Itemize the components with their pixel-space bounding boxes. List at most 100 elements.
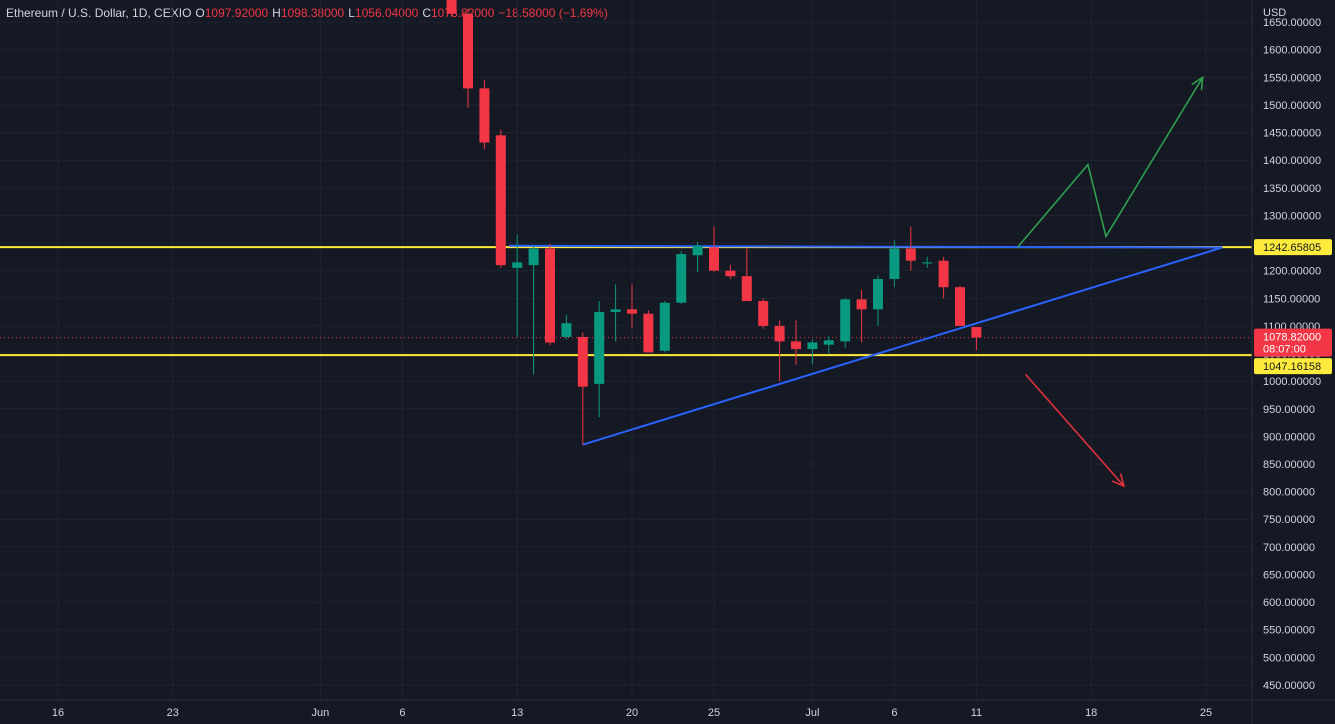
candle-body: [643, 313, 654, 353]
y-tick-label: 450.00000: [1263, 680, 1315, 692]
candle-body: [938, 260, 949, 288]
ohlc-high: H1098.38000: [272, 6, 345, 20]
candle-body: [479, 88, 490, 143]
y-tick-label: 1200.00000: [1263, 266, 1321, 278]
bullish-projection-arrow: [1016, 76, 1204, 248]
candle-body: [905, 248, 916, 261]
candle: [889, 240, 900, 288]
candle-body: [495, 135, 506, 266]
candle-body: [561, 323, 572, 337]
price-axis[interactable]: 450.00000 500.00000 550.00000 600.00000 650.…: [1251, 0, 1321, 724]
candle: [676, 251, 687, 304]
ascending-trendline: [582, 246, 1223, 446]
support-price-tag-text: 1047.16158: [1263, 361, 1321, 373]
candle: [577, 332, 588, 445]
candle: [495, 129, 506, 268]
candle: [528, 245, 539, 375]
candle: [938, 256, 949, 299]
candle: [725, 265, 736, 279]
candle: [610, 284, 621, 342]
x-tick-label: Jul: [805, 707, 819, 719]
candle-body: [725, 270, 736, 277]
current-price-tag-text: 08:07:00: [1263, 344, 1306, 356]
y-tick-label: 500.00000: [1263, 652, 1315, 664]
candle: [545, 244, 555, 346]
candle-body: [955, 287, 965, 326]
candle-body: [971, 327, 982, 338]
resistance-price-tag-bg: [1254, 239, 1332, 256]
current-price-tag-text: 1078.82000: [1263, 332, 1321, 344]
time-axis[interactable]: 16 23 Jun 6 13 20 25 Jul 6 11 18 25: [0, 699, 1335, 719]
candle: [774, 320, 785, 382]
candle: [807, 339, 818, 365]
candle-body: [692, 245, 703, 256]
candle: [512, 234, 523, 337]
candle: [627, 284, 637, 329]
currency-label: USD: [1263, 7, 1286, 19]
current-price-tag-bg: [1254, 328, 1332, 357]
candle: [709, 226, 719, 272]
symbol-title[interactable]: Ethereum / U.S. Dollar, 1D, CEXIO: [6, 6, 192, 20]
candle: [446, 0, 457, 17]
candle: [905, 226, 916, 271]
y-tick-label: 1650.00000: [1263, 17, 1321, 29]
candle: [659, 301, 670, 353]
candle-body: [791, 341, 801, 350]
support-price-tag-bg: [1254, 358, 1332, 375]
candle: [840, 298, 851, 348]
resistance-price-tag: 1242.65805: [1254, 239, 1332, 256]
candle-body: [528, 248, 539, 266]
candle: [823, 335, 834, 354]
y-tick-label: 1150.00000: [1263, 293, 1320, 305]
y-tick-label: 800.00000: [1263, 487, 1315, 499]
bearish-projection-arrow-head: [1111, 473, 1126, 488]
candle: [463, 8, 473, 108]
x-tick-label: 25: [1200, 707, 1212, 719]
x-tick-label: 18: [1085, 707, 1097, 719]
candle-body: [627, 309, 637, 314]
y-tick-label: 700.00000: [1263, 542, 1315, 554]
candle-body: [446, 0, 457, 14]
candles: [446, 0, 982, 445]
chart-legend: Ethereum / U.S. Dollar, 1D, CEXIO O1097.…: [6, 6, 608, 20]
candle-body: [856, 299, 867, 310]
x-tick-label: Jun: [312, 707, 330, 719]
y-tick-label: 600.00000: [1263, 597, 1315, 609]
candle-body: [463, 13, 473, 89]
ohlc-open: O1097.92000: [195, 6, 269, 20]
y-tick-label: 550.00000: [1263, 625, 1315, 637]
x-tick-label: 16: [52, 707, 64, 719]
candle-body: [807, 342, 818, 350]
candle-body: [676, 254, 687, 303]
candle: [479, 80, 490, 150]
y-tick-label: 1500.00000: [1263, 100, 1321, 112]
candle: [922, 256, 933, 268]
candle: [856, 290, 867, 343]
y-tick-label: 650.00000: [1263, 569, 1315, 581]
candle: [643, 310, 654, 353]
candle-body: [922, 262, 933, 264]
y-tick-label: 750.00000: [1263, 514, 1315, 526]
candle-body: [545, 248, 555, 343]
support-price-tag: 1047.16158: [1254, 358, 1332, 375]
candle: [741, 248, 752, 302]
candle: [561, 314, 572, 340]
candle-body: [774, 325, 785, 342]
candle-body: [512, 262, 523, 268]
candle-body: [889, 248, 900, 279]
candle: [758, 298, 769, 329]
y-tick-label: 1550.00000: [1263, 72, 1321, 84]
candle-body: [610, 309, 621, 313]
y-tick-label: 1350.00000: [1263, 183, 1321, 195]
y-tick-label: 1450.00000: [1263, 128, 1321, 140]
x-tick-label: 23: [167, 707, 179, 719]
x-tick-label: 6: [891, 707, 897, 719]
drawings: [0, 75, 1252, 488]
bearish-projection-arrow: [1024, 373, 1125, 487]
y-tick-label: 900.00000: [1263, 431, 1315, 443]
resistance-price-tag-text: 1242.65805: [1263, 242, 1321, 254]
y-tick-label: 1300.00000: [1263, 210, 1321, 222]
x-tick-label: 11: [971, 707, 982, 719]
